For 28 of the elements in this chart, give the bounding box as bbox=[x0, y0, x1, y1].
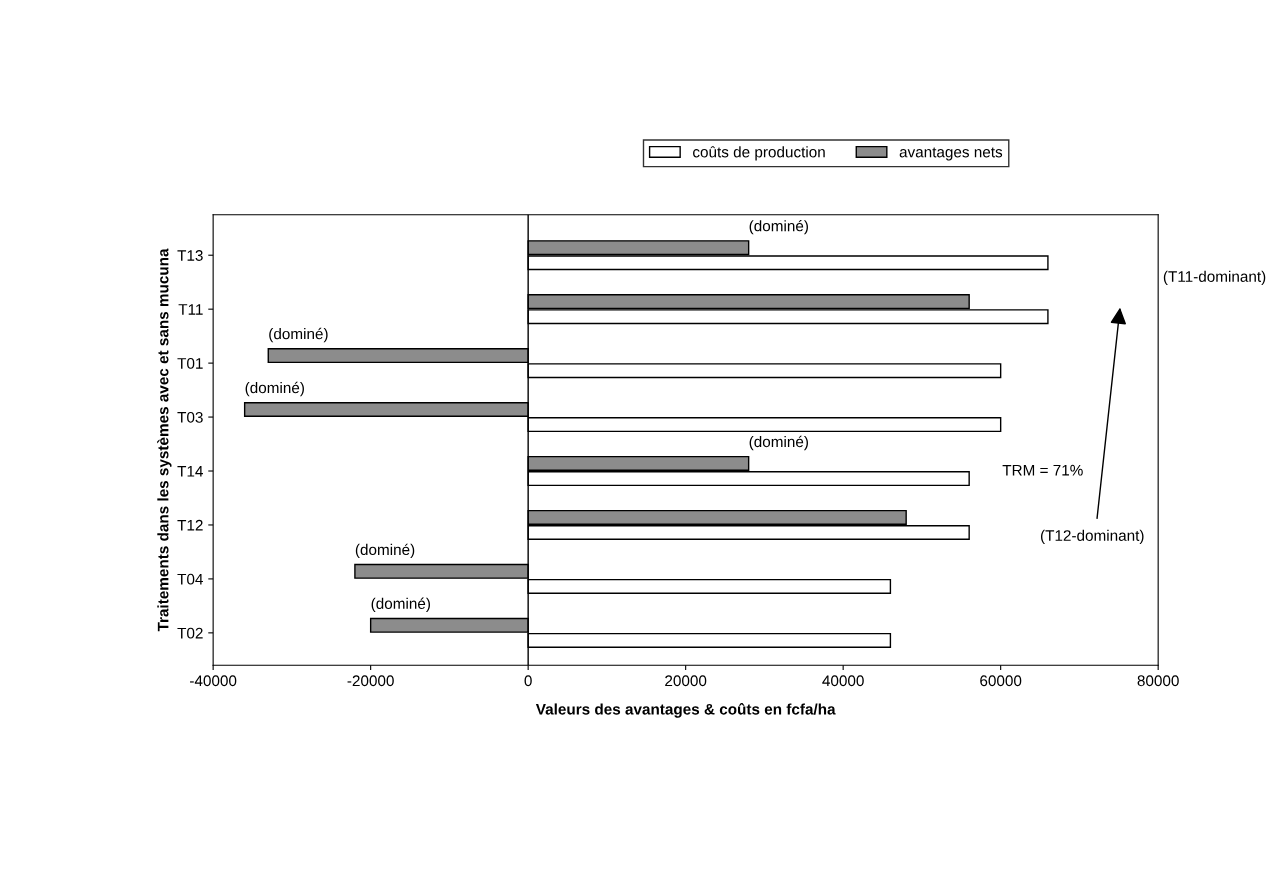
x-axis-title: Valeurs des avantages & coûts en fcfa/ha bbox=[535, 703, 836, 718]
annotation: (dominé) bbox=[269, 327, 328, 343]
y-tick-label: T02 bbox=[177, 627, 203, 639]
annotation: (dominé) bbox=[749, 435, 808, 451]
legend-label: avantages nets bbox=[899, 147, 1003, 161]
annotation: TRM = 71% bbox=[1002, 464, 1083, 476]
x-tick-label: -40000 bbox=[190, 675, 237, 687]
x-tick-label: 80000 bbox=[1137, 675, 1179, 687]
x-tick-label: 20000 bbox=[665, 675, 707, 687]
y-tick-label: T01 bbox=[177, 357, 203, 369]
text: (T11-dominant) bbox=[1163, 270, 1266, 285]
y-axis-title: Traitements dans les systèmes avec et sans mucuna bbox=[157, 248, 172, 632]
x-tick-label: 0 bbox=[524, 675, 532, 687]
annotation: (T12-dominant) bbox=[1040, 529, 1144, 544]
y-tick-label: T13 bbox=[177, 250, 203, 261]
y-tick-label: T14 bbox=[177, 466, 203, 477]
annotation: (dominé) bbox=[749, 219, 808, 235]
x-tick-label: 40000 bbox=[822, 675, 864, 687]
y-tick-label: T03 bbox=[177, 411, 203, 423]
annotation: (dominé) bbox=[245, 381, 304, 397]
y-tick-label: T12 bbox=[177, 519, 203, 531]
y-tick-label: T04 bbox=[177, 573, 203, 585]
y-tick-label: T11 bbox=[178, 304, 203, 315]
annotation: (dominé) bbox=[371, 597, 430, 612]
x-tick-label: 60000 bbox=[980, 675, 1022, 687]
x-tick-label: -20000 bbox=[347, 675, 394, 687]
legend-label: coûts de production bbox=[693, 146, 825, 161]
annotation: (dominé) bbox=[355, 543, 415, 559]
